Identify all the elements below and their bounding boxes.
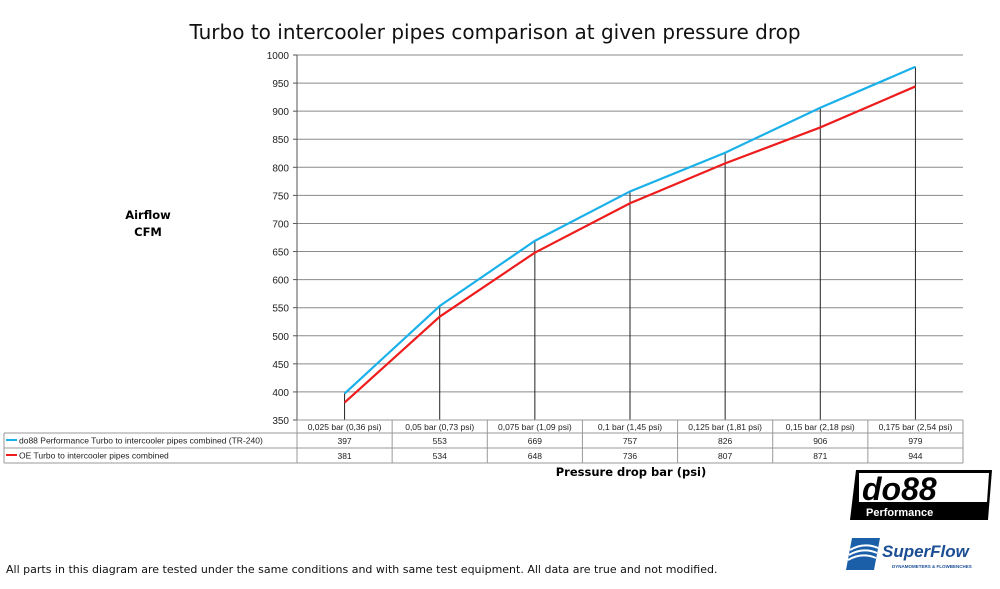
data-label: 871 [813, 451, 827, 461]
y-tick-label: 750 [272, 191, 289, 202]
do88-logo-graphic: do88 Performance [850, 470, 992, 520]
superflow-logo-graphic: SuperFlow DYNAMOMETERS & FLOWBENCHES [846, 538, 972, 570]
x-axis-label: Pressure drop bar (psi) [555, 465, 707, 479]
superflow-logo: SuperFlow DYNAMOMETERS & FLOWBENCHES [846, 536, 996, 572]
x-tick-label: 0,1 bar (1,45 psi) [598, 422, 662, 432]
data-label: 648 [528, 451, 542, 461]
x-tick-label: 0,025 bar (0,36 psi) [308, 422, 382, 432]
y-tick-label: 900 [272, 107, 289, 118]
data-label: 553 [433, 436, 447, 446]
x-tick-label: 0,15 bar (2,18 psi) [786, 422, 855, 432]
x-tick-label: 0,075 bar (1,09 psi) [498, 422, 572, 432]
x-tick-label: 0,125 bar (1,81 psi) [688, 422, 762, 432]
data-label: 944 [908, 451, 922, 461]
y-tick-label: 700 [272, 219, 289, 230]
chart: 350 400 450 500 550 600 650 700 750 800 850 900 950 1… [3, 51, 964, 464]
y-tick-label: 1000 [267, 51, 290, 62]
svg-text:Performance: Performance [866, 507, 933, 519]
y-tick-label: 400 [272, 388, 289, 399]
y-tick-label: 550 [272, 304, 289, 315]
footnote: All parts in this diagram are tested und… [6, 563, 718, 576]
svg-text:do88: do88 [862, 471, 937, 507]
legend-label: do88 Performance Turbo to intercooler pi… [19, 436, 263, 446]
data-label: 826 [718, 436, 732, 446]
data-label: 807 [718, 451, 732, 461]
y-tick-label: 850 [272, 135, 289, 146]
x-tick-label: 0,05 bar (0,73 psi) [405, 422, 474, 432]
series-line [343, 65, 916, 395]
data-label: 979 [908, 436, 922, 446]
y-tick-label: 350 [272, 416, 289, 427]
data-label: 381 [337, 451, 351, 461]
svg-text:SuperFlow: SuperFlow [882, 542, 971, 561]
y-tick-label: 950 [272, 79, 289, 90]
data-label: 669 [528, 436, 542, 446]
y-tick-label: 600 [272, 276, 289, 287]
series-line [343, 85, 916, 404]
y-tick-label: 500 [272, 332, 289, 343]
data-label: 397 [337, 436, 351, 446]
data-label: 534 [433, 451, 447, 461]
svg-text:DYNAMOMETERS & FLOWBENCHES: DYNAMOMETERS & FLOWBENCHES [892, 564, 972, 569]
data-label: 757 [623, 436, 637, 446]
x-tick-label: 0,175 bar (2,54 psi) [879, 422, 953, 432]
data-label: 906 [813, 436, 827, 446]
y-tick-label: 450 [272, 360, 289, 371]
do88-logo: do88 Performance [850, 468, 994, 522]
data-label: 736 [623, 451, 637, 461]
y-tick-label: 800 [272, 163, 289, 174]
legend-label: OE Turbo to intercooler pipes combined [19, 451, 169, 461]
y-axis-label: Airflow CFM [125, 208, 171, 239]
chart-title: Turbo to intercooler pipes comparison at… [189, 20, 801, 44]
y-tick-label: 650 [272, 248, 289, 259]
